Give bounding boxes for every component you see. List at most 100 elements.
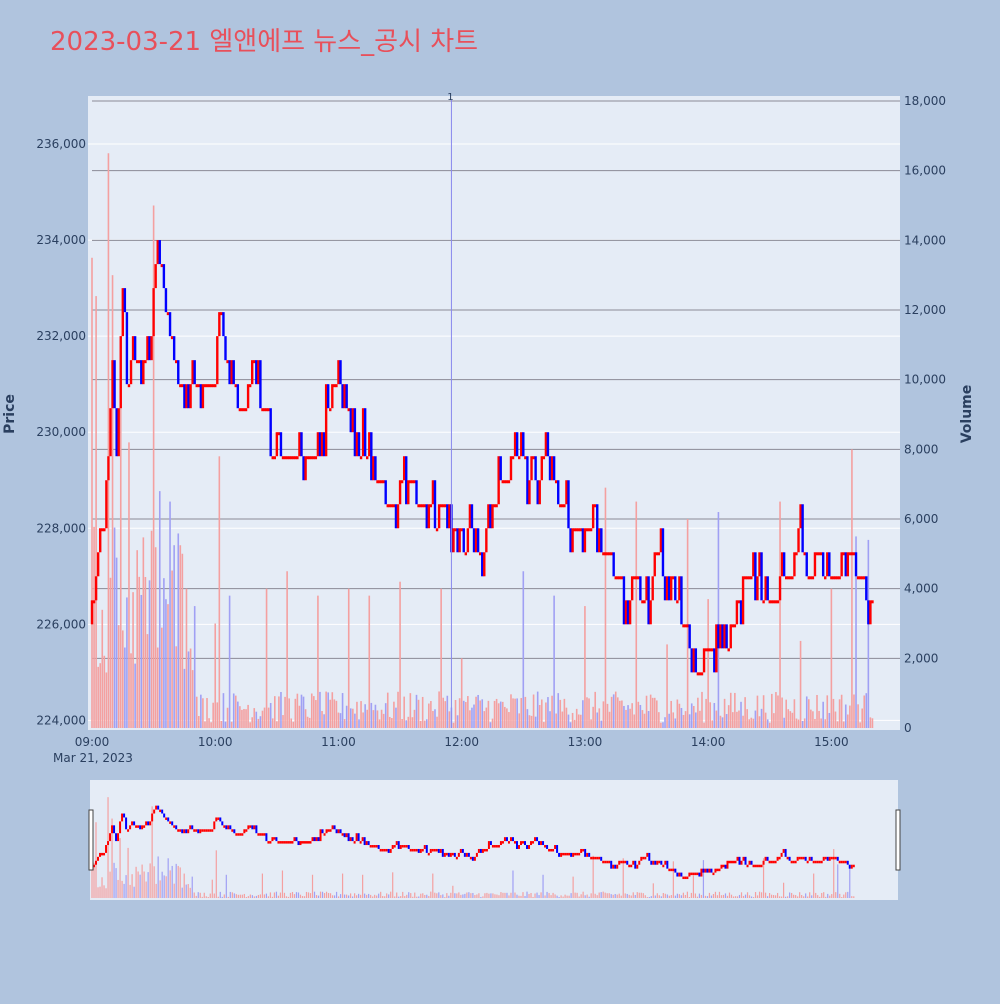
slider-candlestick <box>347 833 350 842</box>
slider-volume-bar <box>630 895 632 898</box>
slider-volume-bar <box>329 893 332 898</box>
volume-bar <box>438 691 440 728</box>
slider-candlestick <box>654 860 657 865</box>
candlestick <box>331 384 334 409</box>
slider-candlestick <box>814 860 817 864</box>
candlestick <box>197 384 200 388</box>
slider-volume-bar <box>526 891 528 898</box>
slider-candlestick <box>429 848 432 853</box>
slider-candlestick <box>373 845 376 848</box>
candlestick <box>433 480 437 529</box>
slider-volume-bar <box>149 863 151 898</box>
slider-volume-bar <box>718 891 721 898</box>
slider-volume-bar <box>189 887 191 898</box>
slider-volume-bar <box>797 896 799 898</box>
candlestick <box>809 576 813 580</box>
slider-volume-bar <box>331 895 334 898</box>
slider-candlestick <box>259 833 262 836</box>
volume-bar <box>319 691 321 728</box>
candlestick <box>415 480 418 505</box>
slider-candlestick <box>273 837 276 840</box>
slider-candlestick <box>736 856 739 861</box>
candlestick <box>797 528 800 553</box>
slider-candlestick <box>692 872 695 876</box>
slider-candlestick <box>584 848 587 857</box>
candlestick <box>622 576 626 625</box>
slider-candlestick <box>225 825 228 830</box>
slider-candlestick <box>427 852 430 856</box>
slider-candlestick <box>247 825 250 830</box>
candlestick <box>236 384 240 409</box>
volume-bar <box>857 704 859 728</box>
slider-candlestick <box>233 829 236 834</box>
slider-volume-bar <box>502 892 504 898</box>
slider-volume-bar <box>514 892 516 898</box>
slider-volume-bar <box>658 895 660 898</box>
slider-volume-bar <box>215 850 217 898</box>
volume-bar <box>534 716 537 728</box>
slider-candlestick <box>291 841 294 844</box>
slider-volume-bar <box>536 892 538 898</box>
candlestick <box>805 552 808 577</box>
volume-bar <box>814 718 816 728</box>
candlestick <box>569 528 572 553</box>
slider-volume-bar <box>281 870 284 898</box>
slider-volume-bar <box>616 894 618 898</box>
slider-volume-bar <box>303 896 306 898</box>
slider-candlestick <box>664 860 667 865</box>
slider-volume-bar <box>823 892 825 898</box>
slider-candlestick <box>542 841 545 846</box>
slider-candlestick <box>435 848 438 852</box>
slider-volume-bar <box>524 896 526 898</box>
slider-candlestick <box>99 852 102 857</box>
slider-candlestick <box>327 829 330 832</box>
slider-candlestick <box>353 841 356 844</box>
slider-candlestick <box>592 856 595 860</box>
slider-volume-bar <box>486 892 488 898</box>
slider-candlestick <box>383 848 386 852</box>
candlestick <box>690 648 693 673</box>
volume-bar <box>787 709 790 728</box>
slider-candlestick <box>524 841 527 846</box>
volume-bar <box>506 708 508 728</box>
candlestick <box>682 624 685 628</box>
slider-volume-bar <box>354 893 356 898</box>
volume-bar <box>276 721 278 728</box>
slider-volume-bar <box>404 896 406 898</box>
slider-candlestick <box>243 829 246 834</box>
slider-candlestick <box>263 833 266 836</box>
candlestick <box>801 504 804 553</box>
slider-volume-bar <box>746 892 749 898</box>
range-slider-handle-right[interactable] <box>895 809 901 871</box>
slider-candlestick <box>640 856 643 861</box>
slider-candlestick <box>522 841 525 844</box>
volume-bar <box>832 698 835 728</box>
slider-volume-bar <box>618 893 620 898</box>
slider-volume-bar <box>684 894 686 898</box>
volume-bar <box>286 571 288 728</box>
slider-volume-bar <box>219 891 221 898</box>
slider-volume-bar <box>169 870 171 898</box>
candlestick <box>762 600 765 604</box>
slider-candlestick <box>554 845 557 849</box>
range-slider-handle-left[interactable] <box>88 809 94 871</box>
volume-bar <box>467 696 469 728</box>
candlestick <box>624 600 628 625</box>
range-slider[interactable] <box>88 780 901 900</box>
volume-bar <box>343 719 346 728</box>
volume-bar <box>555 713 557 728</box>
volume-bar <box>99 663 102 728</box>
volume-bar <box>536 691 539 728</box>
volume-bar <box>573 719 576 728</box>
slider-candlestick <box>285 841 288 844</box>
slider-volume-bar <box>738 894 741 898</box>
slider-volume-bar <box>764 892 767 898</box>
volume-bar <box>690 703 693 728</box>
candlestick <box>187 384 190 409</box>
volume-bar <box>232 693 235 728</box>
volume-bar <box>861 708 863 728</box>
slider-volume-bar <box>133 886 135 898</box>
slider-candlestick <box>189 825 192 830</box>
volume-bar <box>239 706 241 728</box>
slider-volume-bar <box>682 892 684 898</box>
